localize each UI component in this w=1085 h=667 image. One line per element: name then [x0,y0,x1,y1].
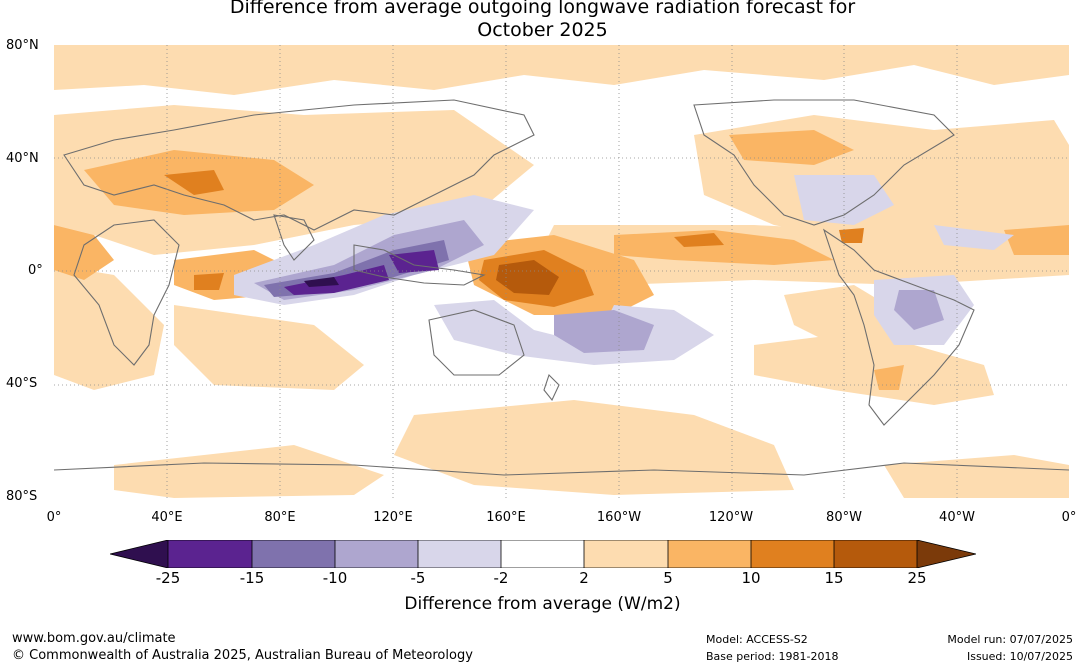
colorbar-bin-8 [751,540,834,568]
lon-label-80e: 80°E [264,510,296,525]
lat-label-eq: 0° [28,263,43,278]
title-line-1: Difference from average outgoing longwav… [229,0,856,18]
lon-label-40w: 40°W [939,510,975,525]
colorbar-bin-4 [418,540,501,568]
footer-copyright: © Commonwealth of Australia 2025, Austra… [12,648,473,663]
lat-label-40n: 40°N [6,151,39,166]
anomaly-fill-below-25 [304,277,339,287]
colorbar-bin-3 [335,540,418,568]
colorbar [110,540,976,568]
footer-base-period: Base period: 1981-2018 [706,650,839,663]
anomaly-fill-15-25 [496,260,559,295]
lon-label-40e: 40°E [151,510,183,525]
footer-issued: Issued: 10/07/2025 [966,650,1073,663]
lat-label-40s: 40°S [6,376,38,391]
lon-label-160w: 160°W [596,510,642,525]
colorbar-tick-6: 2 [579,569,589,587]
colorbar-tick-4: -5 [410,569,426,587]
footer-model: Model: ACCESS-S2 [706,633,808,646]
colorbar-label: Difference from average (W/m2) [404,594,681,614]
colorbar-tick-2: -15 [239,569,265,587]
olr-anomaly-map [54,45,1069,498]
colorbar-bin-5 [501,540,584,568]
lon-label-0-left: 0° [46,510,62,525]
colorbar-bin-2 [252,540,335,568]
colorbar-bin-6 [584,540,668,568]
title-line-2: October 2025 [477,19,608,41]
lon-label-120e: 120°E [373,510,413,525]
colorbar-bin-7 [668,540,751,568]
footer-url[interactable]: www.bom.gov.au/climate [12,631,176,646]
lat-label-80s: 80°S [6,489,38,504]
colorbar-tick-5: -2 [493,569,509,587]
lat-label-80n: 80°N [6,38,39,53]
colorbar-tick-7: 5 [663,569,673,587]
map-canvas [54,45,1069,498]
lon-label-120w: 120°W [708,510,754,525]
chart-title: Difference from average outgoing longwav… [0,0,1085,42]
colorbar-extend-low [110,540,168,568]
lon-label-80w: 80°W [826,510,862,525]
colorbar-tick-1: -25 [155,569,181,587]
colorbar-tick-3: -10 [322,569,348,587]
coastlines [54,99,1069,476]
colorbar-tick-10: 25 [907,569,927,587]
footer-model-run: Model run: 07/07/2025 [947,633,1073,646]
colorbar-tick-8: 10 [741,569,761,587]
colorbar-bin-9 [834,540,917,568]
lon-label-160e: 160°E [486,510,526,525]
colorbar-bin-1 [168,540,252,568]
lon-label-0-right: 0° [1061,510,1077,525]
colorbar-extend-high [917,540,976,568]
colorbar-tick-9: 15 [824,569,844,587]
